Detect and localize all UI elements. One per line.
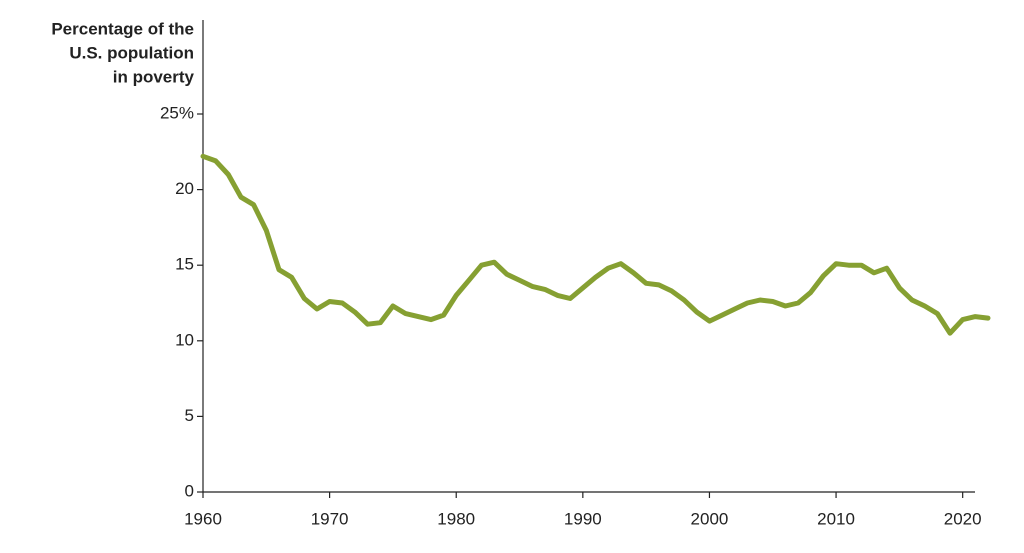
axis-title: U.S. population (69, 43, 194, 62)
y-tick-label: 25% (160, 103, 194, 122)
axis-title: Percentage of the (51, 19, 194, 38)
y-tick-label: 20 (175, 179, 194, 198)
y-tick-label: 5 (185, 406, 194, 425)
x-tick-label: 1960 (184, 509, 222, 528)
y-tick-label: 0 (185, 481, 194, 500)
x-tick-label: 1980 (437, 509, 475, 528)
y-tick-label: 15 (175, 255, 194, 274)
x-tick-label: 2010 (817, 509, 855, 528)
x-tick-label: 2020 (944, 509, 982, 528)
x-tick-label: 1990 (564, 509, 602, 528)
x-tick-label: 1970 (311, 509, 349, 528)
x-tick-label: 2000 (691, 509, 729, 528)
axis-title: in poverty (113, 67, 195, 86)
data-line (200, 153, 991, 336)
y-tick-label: 10 (175, 330, 194, 349)
